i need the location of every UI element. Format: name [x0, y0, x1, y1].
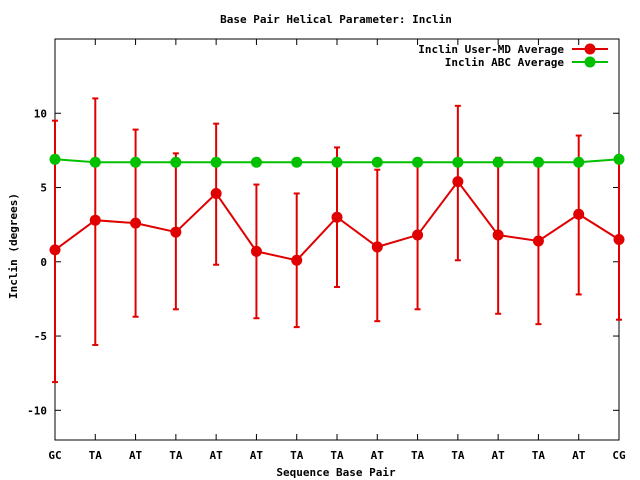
x-tick-label: AT	[250, 449, 264, 462]
x-tick-label: TA	[89, 449, 103, 462]
data-point-series-2	[210, 156, 222, 168]
x-tick-label: AT	[492, 449, 506, 462]
x-tick-label: TA	[290, 449, 304, 462]
data-point-series-2	[532, 156, 544, 168]
data-point-series-1	[291, 254, 303, 266]
x-tick-label: TA	[411, 449, 425, 462]
x-tick-label: AT	[371, 449, 385, 462]
data-point-series-2	[250, 156, 262, 168]
data-point-series-2	[371, 156, 383, 168]
y-tick-label: 0	[40, 256, 47, 269]
data-point-series-1	[412, 229, 424, 241]
x-tick-label: GC	[48, 449, 61, 462]
y-tick-label: 10	[34, 107, 47, 120]
x-tick-label: CG	[612, 449, 626, 462]
data-point-series-2	[170, 156, 182, 168]
y-tick-label: 5	[40, 182, 47, 195]
data-point-series-2	[613, 153, 625, 165]
data-point-series-1	[170, 226, 182, 238]
x-tick-label: AT	[572, 449, 586, 462]
data-point-series-1	[452, 176, 464, 188]
data-point-series-1	[613, 234, 625, 245]
legend-label: Inclin ABC Average	[445, 56, 565, 69]
axis-ticks: -10 -5 0 5 10 GC TA AT TA AT AT TA TA AT TA TA AT TA AT CG	[27, 39, 626, 462]
x-tick-label: TA	[532, 449, 546, 462]
chart-title: Base Pair Helical Parameter: Inclin	[220, 13, 452, 26]
data-point-series-1	[492, 229, 504, 241]
legend-entry: Inclin ABC Average	[445, 56, 608, 69]
x-tick-label: AT	[210, 449, 224, 462]
data-point-series-2	[49, 153, 61, 165]
legend-entry: Inclin User-MD Average	[418, 43, 608, 56]
data-point-series-1	[532, 235, 544, 247]
series-points	[49, 153, 625, 266]
x-tick-label: TA	[330, 449, 344, 462]
data-point-series-1	[130, 217, 142, 229]
data-point-series-1	[331, 211, 343, 223]
data-point-series-1	[250, 245, 262, 257]
data-point-series-2	[412, 156, 424, 168]
x-tick-label: TA	[169, 449, 183, 462]
data-point-series-2	[89, 156, 101, 168]
data-point-series-1	[371, 241, 383, 253]
legend-label: Inclin User-MD Average	[418, 43, 564, 56]
data-point-series-2	[331, 156, 343, 168]
data-point-series-2	[291, 156, 303, 168]
data-point-series-1	[49, 244, 61, 256]
data-point-series-2	[573, 156, 585, 168]
legend-marker	[584, 56, 596, 68]
data-point-series-1	[89, 214, 101, 226]
data-point-series-1	[573, 208, 585, 220]
y-tick-label: -5	[34, 330, 47, 343]
y-tick-label: -10	[27, 404, 47, 417]
legend-marker	[584, 43, 596, 55]
data-point-series-2	[130, 156, 142, 168]
x-axis-label: Sequence Base Pair	[276, 466, 396, 479]
data-point-series-2	[492, 156, 504, 168]
x-tick-label: TA	[451, 449, 465, 462]
data-point-series-1	[210, 187, 222, 199]
y-axis-label: Inclin (degrees)	[7, 193, 20, 299]
data-point-series-2	[452, 156, 464, 168]
x-tick-label: AT	[129, 449, 143, 462]
